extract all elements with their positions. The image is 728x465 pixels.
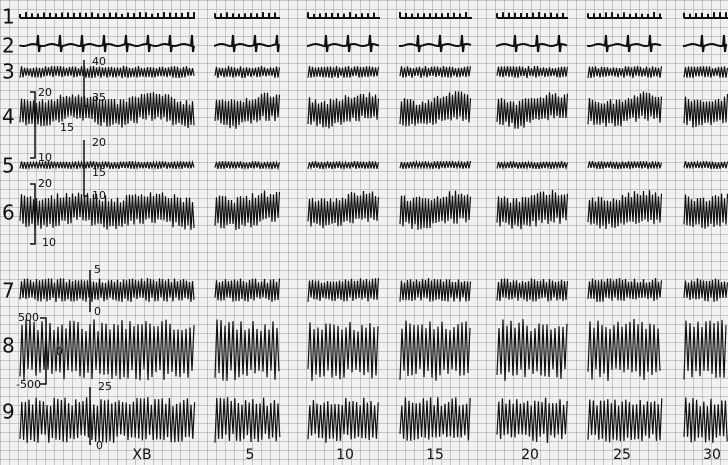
trace: [496, 34, 568, 53]
trace: [683, 93, 728, 128]
channel-number: 1: [2, 5, 15, 29]
channel-number: 8: [2, 334, 15, 358]
trace: [587, 34, 662, 53]
scale-label: 5: [94, 263, 101, 276]
trace: [19, 34, 195, 53]
trace: [587, 278, 663, 302]
trace: [214, 190, 281, 231]
time-label: 5: [246, 447, 255, 463]
channel-number: 4: [2, 105, 15, 129]
scale-label: 25: [98, 380, 112, 393]
scale-label: 15: [92, 166, 106, 179]
trace: [307, 278, 380, 302]
trace: [496, 189, 569, 230]
time-label: 30: [703, 447, 721, 463]
scale-label: 40: [92, 55, 106, 68]
trace: [683, 159, 728, 170]
trace: [19, 319, 195, 381]
trace: [399, 278, 472, 302]
trace: [19, 65, 195, 79]
trace: [19, 12, 195, 19]
trace: [399, 397, 471, 441]
trace: [307, 160, 380, 171]
trace: [214, 92, 281, 129]
trace: [19, 159, 195, 171]
trace: [307, 397, 379, 443]
trace: [683, 12, 728, 19]
trace: [587, 91, 663, 127]
trace: [307, 92, 380, 129]
trace: [683, 66, 728, 78]
scale-label: 20: [92, 136, 106, 149]
channel-number: 5: [2, 154, 15, 178]
trace: [496, 12, 568, 19]
scale-label: 20: [38, 86, 52, 99]
trace: [683, 397, 728, 443]
scale-label: 20: [38, 177, 52, 190]
trace: [307, 12, 380, 19]
time-label: 10: [336, 447, 354, 463]
channel-number: 3: [2, 60, 15, 84]
trace: [587, 160, 663, 170]
trace: [19, 278, 195, 303]
bracket: [30, 183, 36, 245]
trace: [683, 319, 727, 380]
trace: [399, 91, 472, 127]
scale-label: 0: [94, 305, 101, 318]
channel-number: 9: [2, 400, 15, 424]
trace: [19, 192, 195, 230]
bracket: [40, 317, 47, 385]
trace: [19, 397, 196, 443]
time-label: 20: [521, 447, 539, 463]
trace: [496, 66, 569, 78]
trace: [307, 321, 379, 381]
trace: [214, 160, 281, 171]
time-label: 15: [426, 447, 444, 463]
trace: [399, 66, 472, 78]
scale-label: 10: [38, 151, 52, 164]
scale-label: 10: [42, 236, 56, 249]
trace: [587, 398, 663, 443]
trace: [399, 12, 472, 19]
scale-label: 0: [96, 439, 103, 452]
trace: [307, 190, 380, 229]
scale-label: -500: [16, 378, 41, 391]
trace: [19, 91, 195, 129]
traces: [19, 12, 728, 444]
trace: [214, 278, 281, 302]
time-label: XB: [132, 447, 151, 463]
trace: [587, 12, 662, 19]
channel-number: 7: [2, 279, 15, 303]
trace: [587, 190, 663, 230]
trace: [399, 190, 472, 230]
trace: [214, 397, 281, 443]
trace: [496, 92, 569, 129]
scale-label: 10: [92, 189, 106, 202]
trace: [683, 193, 728, 229]
channel-number: 2: [2, 34, 15, 58]
time-label: 25: [613, 447, 631, 463]
trace: [587, 318, 661, 382]
trace: [399, 320, 471, 381]
trace: [214, 34, 280, 53]
trace: [496, 278, 569, 302]
trace: [587, 65, 663, 78]
trace: [307, 66, 380, 79]
trace: [214, 65, 281, 78]
channel-number: 6: [2, 201, 15, 225]
trace: [399, 159, 472, 171]
trace: [496, 319, 568, 381]
trace: [214, 12, 280, 19]
scale-label: 15: [60, 121, 74, 134]
trace: [496, 397, 568, 444]
scale-label: 500: [18, 311, 39, 324]
trace: [683, 278, 728, 302]
trace: [683, 34, 728, 53]
trace: [307, 34, 380, 53]
trace: [496, 160, 569, 171]
trace: [214, 319, 280, 381]
trace: [399, 34, 472, 53]
